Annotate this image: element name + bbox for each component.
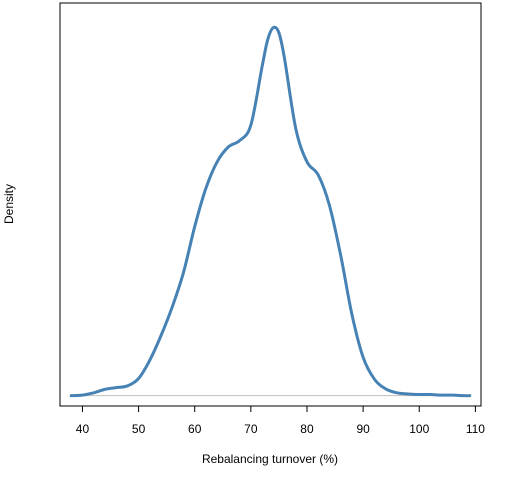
x-tick-label-90: 90 [356,422,370,436]
x-tick-label-50: 50 [132,422,146,436]
x-axis: 40 50 60 70 80 90 100 110 [76,406,485,436]
x-tick-label-70: 70 [244,422,258,436]
density-curve [69,25,472,398]
x-tick-label-60: 60 [188,422,202,436]
x-axis-label: Rebalancing turnover (%) [202,452,338,466]
x-tick-label-40: 40 [76,422,90,436]
x-tick-label-80: 80 [300,422,314,436]
y-axis-label: Density [2,184,16,224]
x-tick-label-110: 110 [466,422,485,436]
x-tick-label-100: 100 [409,422,429,436]
plot-frame [59,2,482,407]
